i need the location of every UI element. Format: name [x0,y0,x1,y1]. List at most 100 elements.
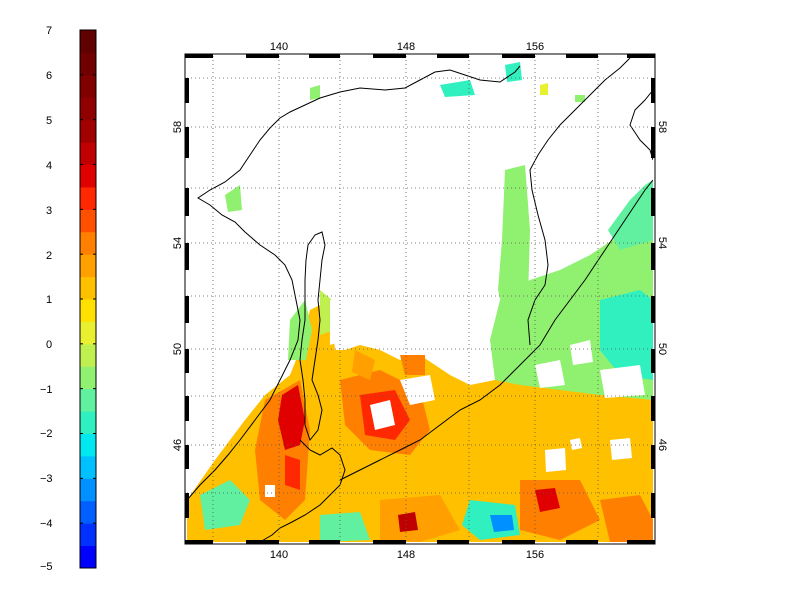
missing-data [570,438,582,450]
field-patch [575,95,585,102]
colorbar-band [80,388,96,412]
lat-label-left: 58 [172,121,184,133]
coastline-kamchatka-east [539,179,653,346]
coastline-kamchatka-west [527,57,631,346]
frame-segment [437,540,469,544]
colorbar-label: 0 [46,339,52,351]
lat-label-right: 58 [656,121,668,133]
colorbar-band [80,30,96,53]
frame-segment [651,78,655,103]
frame-segment [651,127,655,158]
colorbar-label: 3 [46,205,52,217]
colorbar-label: 1 [46,294,52,306]
field-patch [440,80,475,97]
field-patch [505,62,522,82]
frame-segment [627,54,655,58]
field-region-mild [498,165,540,330]
colorbar-band [80,500,96,524]
frame-segment [246,540,279,544]
frame-segment [246,54,279,58]
colorbar-band [80,119,96,143]
colorbar-label: −5 [40,561,53,573]
frame-segment [185,188,189,216]
frame-segment [185,349,189,373]
frame-segment [185,78,189,103]
field-region-cool [600,290,653,380]
map-panel: 140 148 156 140 148 156 58 54 50 46 58 5… [172,41,668,561]
field-region-mild [608,180,653,250]
field-core [398,512,418,532]
missing-data [545,448,566,472]
colorbar-label: −4 [40,518,53,530]
colorbar-label: −2 [40,428,53,440]
frame-segment [651,396,655,421]
colorbar-label: 2 [46,250,52,262]
frame-segment [185,493,189,518]
colorbar-bands [80,30,96,569]
map-frame-outline [184,53,656,545]
missing-data [535,360,565,388]
coastline-mainland [187,65,521,501]
frame-segment [185,127,189,158]
colorbar-band [80,186,96,210]
colorbar-band [80,164,96,188]
missing-data [265,485,275,497]
colorbar-label: 6 [46,70,52,82]
colorbar-ticks [80,29,96,569]
missing-data [570,340,593,365]
colorbar-band [80,545,96,569]
colorbar-band [80,366,96,390]
frame-segment [185,445,189,469]
lat-label-left: 46 [172,439,184,451]
colorbar-label: −3 [40,473,53,485]
frame-segment [185,540,213,544]
colorbar-band [80,254,96,278]
frame-segment [627,540,655,544]
frame-segment [651,349,655,373]
frame-segment [651,296,655,323]
field-hotspot [352,350,375,380]
field-patch [310,85,320,100]
coastline-sakhalin [299,231,326,442]
frame-segment [185,396,189,421]
colorbar-band [80,276,96,300]
lat-label-right: 50 [656,343,668,355]
field-core [535,488,560,512]
lon-label-bottom: 156 [526,549,544,561]
colorbar-label: 5 [46,115,52,127]
field-patch [540,83,548,95]
colorbar-band [80,321,96,345]
lat-label-right: 54 [656,237,668,249]
map-grid [187,56,653,542]
lat-label-left: 54 [172,237,184,249]
lon-label-bottom: 140 [270,549,288,561]
frame-segment [185,54,213,58]
frame-segment [651,188,655,216]
coastline-kuril-chain [339,344,541,481]
coastline-hokkaido [259,439,346,542]
colorbar-band [80,97,96,121]
colorbar-band [80,231,96,255]
frame-segment [373,54,406,58]
frame-segment [651,445,655,469]
field-core [278,385,305,450]
missing-data [370,400,395,430]
colorbar-label: 4 [46,160,52,172]
lat-label-right: 46 [656,439,668,451]
frame-segment [373,540,406,544]
coastlines [187,57,653,542]
lat-label-left: 50 [172,343,184,355]
field-patch [225,185,242,212]
colorbar-band [80,523,96,547]
frame-segment [437,54,469,58]
colorbar-band [80,433,96,457]
frame-segment [566,540,598,544]
colorbar-band [80,478,96,502]
lon-label-top: 156 [526,41,544,53]
colorbar-band [80,299,96,322]
field-coolspot [320,512,370,542]
colorbar-band [80,455,96,479]
frame-segment [651,243,655,270]
frame-segment [566,54,598,58]
